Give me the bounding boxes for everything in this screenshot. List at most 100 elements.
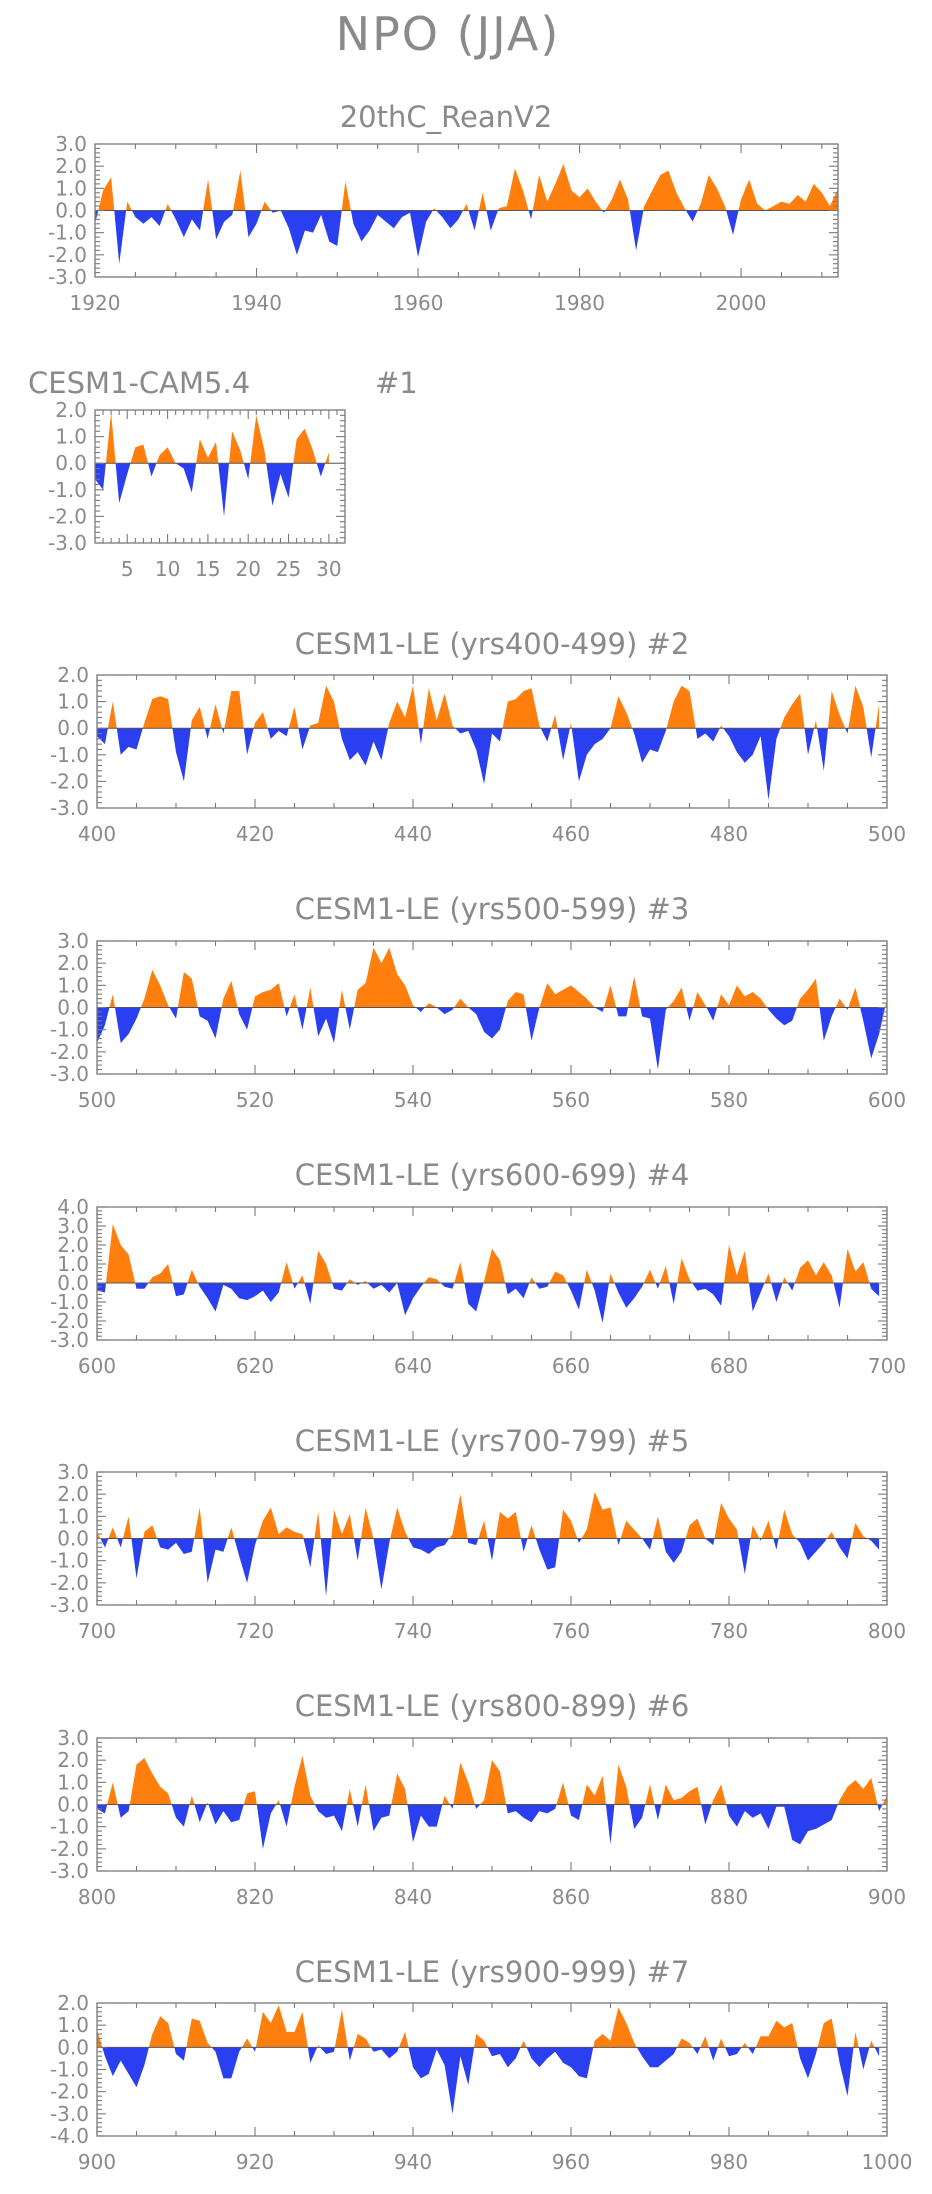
- negative-area: [95, 463, 326, 517]
- plot-frame: [96, 2002, 888, 2137]
- y-tick-label: 0.0: [57, 716, 89, 740]
- x-tick-label: 720: [236, 1619, 274, 1643]
- y-tick-label: 2.0: [57, 1482, 89, 1506]
- negative-area: [97, 1007, 887, 1070]
- y-tick-label: -1.0: [50, 1018, 89, 1042]
- y-tick-label: -1.0: [50, 1549, 89, 1573]
- x-tick-label: 420: [236, 822, 274, 846]
- y-tick-label: 1.0: [57, 2013, 89, 2037]
- chart-panels: 20thC_ReanV2-3.0-2.0-1.00.01.02.03.01920…: [28, 100, 912, 2174]
- x-tick-label: 960: [552, 2150, 590, 2174]
- x-tick-label: 440: [394, 822, 432, 846]
- y-tick-label: 1.0: [57, 973, 89, 997]
- y-tick-label: 1.0: [57, 690, 89, 714]
- anomaly-area: [97, 1224, 880, 1323]
- panel-2: CESM1-CAM5.4 #1 -3.0 -2.0-1.0 0.01.0 2.0 5 10 15…: [28, 366, 418, 581]
- y-tick-label: 2.0: [55, 398, 87, 422]
- y-tick-label: -4.0: [50, 2124, 89, 2148]
- x-tick-label: 860: [552, 1885, 590, 1909]
- x-tick-label: 680: [710, 1354, 748, 1378]
- x-tick-label: 780: [710, 1619, 748, 1643]
- y-tick-label: 1.0: [55, 176, 87, 200]
- x-tick-label: 900: [78, 2150, 116, 2174]
- panel-title: CESM1-CAM5.4: [28, 366, 250, 400]
- x-tick-label: 1940: [231, 291, 282, 315]
- negative-area: [95, 210, 838, 264]
- x-tick-label: 25: [276, 557, 301, 581]
- anomaly-area: [97, 2005, 880, 2114]
- y-tick-label: -2.0: [50, 2080, 89, 2104]
- anomaly-area: [97, 947, 887, 1070]
- x-tick-label: 1920: [70, 291, 121, 315]
- y-tick-label: -2.0: [50, 769, 89, 793]
- x-tick-label: 400: [78, 822, 116, 846]
- anomaly-area: [95, 163, 838, 264]
- x-tick-label: 460: [552, 822, 590, 846]
- panel-label: #1: [375, 366, 418, 400]
- panel-title: CESM1-LE (yrs600-699) #4: [295, 1158, 690, 1192]
- y-tick-label: -3.0: [50, 1593, 89, 1617]
- x-tick-label: 980: [710, 2150, 748, 2174]
- y-tick-label: 0.0: [57, 1271, 89, 1295]
- x-tick-label: 920: [236, 2150, 274, 2174]
- x-tick-label: 820: [236, 1885, 274, 1909]
- y-tick-label: 1.0: [57, 1770, 89, 1794]
- anomaly-area: [97, 1755, 887, 1849]
- anomaly-area: [97, 685, 880, 801]
- y-tick-label: 2.0: [55, 154, 87, 178]
- x-tick-label: 600: [868, 1088, 906, 1112]
- y-tick-label: -2.0: [50, 1571, 89, 1595]
- x-tick-label: 640: [394, 1354, 432, 1378]
- y-tick-label: 2.0: [57, 663, 89, 687]
- panel-5: CESM1-LE (yrs600-699) #4 -3.0-2.0-1.00.01…: [50, 1158, 906, 1378]
- y-tick-label: 3.0: [55, 132, 87, 156]
- x-tick-label: 700: [868, 1354, 906, 1378]
- y-tick-label: -3.0: [50, 1328, 89, 1352]
- x-tick-label: 580: [710, 1088, 748, 1112]
- x-tick-label: 1980: [554, 291, 605, 315]
- panel-7: CESM1-LE (yrs800-899) #6 -3.0-2.0-1.00.01…: [50, 1689, 906, 1909]
- x-tick-label: 700: [78, 1619, 116, 1643]
- y-tick-label: 2.0: [57, 1233, 89, 1257]
- y-tick-label: 1.0: [55, 425, 87, 449]
- x-tick-label: 10: [155, 557, 180, 581]
- x-tick-label: 500: [78, 1088, 116, 1112]
- y-tick-label: -3.0: [48, 531, 87, 555]
- y-tick-label: 0.0: [57, 1527, 89, 1551]
- y-tick-label: -3.0: [50, 1062, 89, 1086]
- y-tick-label: -1.0: [50, 1290, 89, 1314]
- panel-title: CESM1-LE (yrs700-799) #5: [295, 1424, 690, 1458]
- x-tick-label: 900: [868, 1885, 906, 1909]
- y-tick-label: -3.0: [50, 796, 89, 820]
- positive-area: [97, 1755, 887, 1805]
- positive-area: [97, 947, 887, 1008]
- panel-title: CESM1-LE (yrs800-899) #6: [295, 1689, 690, 1723]
- y-tick-label: 3.0: [57, 1460, 89, 1484]
- x-tick-label: 480: [710, 822, 748, 846]
- positive-area: [97, 2005, 880, 2048]
- anomaly-area: [97, 1491, 880, 1597]
- y-tick-label: 2.0: [57, 1748, 89, 1772]
- panel-title: 20thC_ReanV2: [340, 100, 553, 134]
- panel-title: CESM1-LE (yrs500-599) #3: [295, 892, 690, 926]
- x-tick-label: 880: [710, 1885, 748, 1909]
- x-tick-label: 30: [316, 557, 341, 581]
- y-tick-label: -1.0: [50, 1815, 89, 1839]
- y-tick-label: 2.0: [57, 1991, 89, 2015]
- y-tick-label: 1.0: [57, 1504, 89, 1528]
- panel-8: CESM1-LE (yrs900-999) #7 -4.0-3.0-2.0-1.0…: [50, 1955, 912, 2174]
- x-tick-label: 600: [78, 1354, 116, 1378]
- x-tick-label: 500: [868, 822, 906, 846]
- panel-6: CESM1-LE (yrs700-799) #5 -3.0-2.0-1.00.01…: [50, 1424, 906, 1643]
- x-tick-label: 760: [552, 1619, 590, 1643]
- y-tick-label: 0.0: [55, 451, 87, 475]
- panel-4: CESM1-LE (yrs500-599) #3 -3.0-2.0-1.00.01…: [50, 892, 906, 1112]
- x-tick-label: 840: [394, 1885, 432, 1909]
- panel-title: CESM1-LE (yrs900-999) #7: [295, 1955, 690, 1989]
- panel-title: CESM1-LE (yrs400-499) #2: [295, 627, 690, 661]
- x-tick-label: 540: [394, 1088, 432, 1112]
- x-tick-label: 1960: [393, 291, 444, 315]
- x-tick-label: 1000: [862, 2150, 913, 2174]
- positive-area: [97, 685, 880, 729]
